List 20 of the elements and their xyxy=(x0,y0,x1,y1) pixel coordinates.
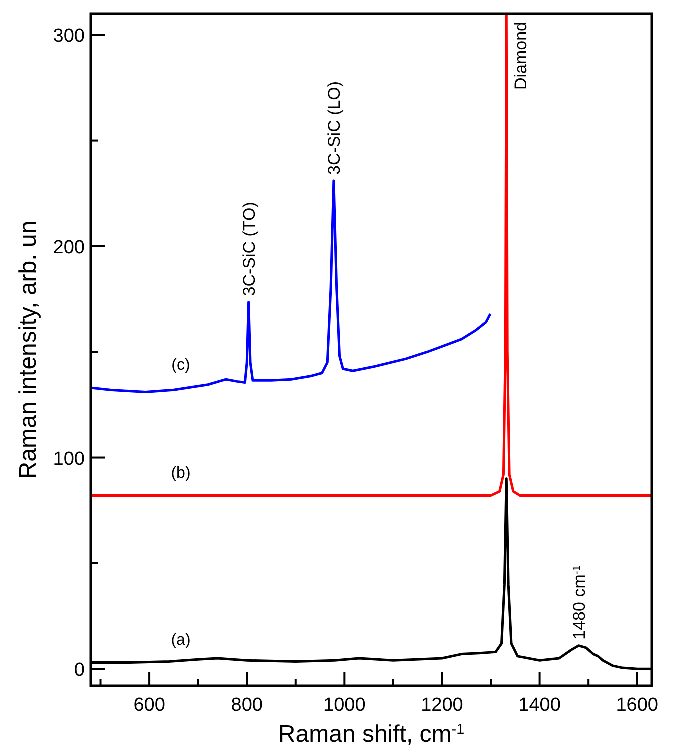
y-tick-label: 200 xyxy=(53,237,85,258)
annotation: 3C-SiC (LO) xyxy=(324,81,344,175)
y-axis-title: Raman intensity, arb. un xyxy=(15,220,42,480)
x-tick-label: 1200 xyxy=(421,695,464,716)
annotation: 3C-SiC (TO) xyxy=(240,202,259,296)
series-label: (b) xyxy=(171,464,191,482)
line-series xyxy=(91,14,652,498)
series-label: (c) xyxy=(172,357,190,374)
x-tick-label: 1400 xyxy=(518,695,561,716)
y-tick-label: 300 xyxy=(53,26,85,48)
y-tick-label: 0 xyxy=(74,660,85,682)
x-tick-label: 1000 xyxy=(324,695,366,716)
series-label: (a) xyxy=(171,632,191,649)
x-tick-label: 800 xyxy=(231,695,263,716)
line-series xyxy=(91,180,492,394)
x-axis-title: Raman shift, cm$^{-1}$ xyxy=(278,721,465,748)
annotation: Diamond xyxy=(512,22,531,90)
x-tick-label: 1600 xyxy=(616,695,659,716)
x-tick-label: 600 xyxy=(134,695,166,716)
y-tick-label: 100 xyxy=(53,448,85,470)
